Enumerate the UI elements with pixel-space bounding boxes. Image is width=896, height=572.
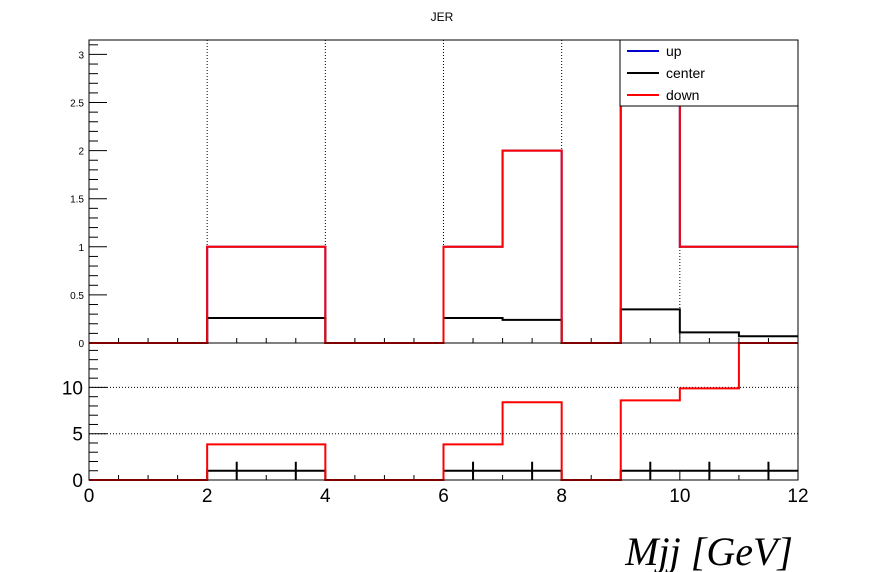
bottom-grid <box>89 386 798 435</box>
x-tick-label-3: 6 <box>438 486 449 507</box>
bottom-y-tick-label-0: 0 <box>72 471 83 492</box>
x-tick-label-2: 4 <box>320 486 331 507</box>
top-y-tick-label-1: 0.5 <box>70 291 84 302</box>
bottom-series-line-1 <box>89 342 798 481</box>
x-tick-label-1: 2 <box>202 486 213 507</box>
bottom-series <box>89 342 798 481</box>
x-tick-label-6: 12 <box>787 486 808 507</box>
bottom-y-axis: 0 5 10 <box>62 349 107 492</box>
x-tick-label-4: 8 <box>556 486 567 507</box>
bottom-frame <box>88 342 799 481</box>
chart-title: JER <box>431 10 454 24</box>
bottom-y-tick-label-1: 5 <box>72 425 83 446</box>
bottom-y-tick-label-2: 10 <box>62 378 83 399</box>
x-axis: 0 2 4 6 8 10 12 <box>84 470 809 507</box>
x-axis-label: Mjj [GeV] <box>624 529 793 572</box>
series-line-center <box>89 308 798 344</box>
top-y-tick-label-6: 3 <box>78 50 84 61</box>
legend-center-label: center <box>666 65 705 81</box>
top-y-tick-label-0: 0 <box>78 339 84 350</box>
top-y-tick-label-3: 1.5 <box>70 195 84 206</box>
legend-up-label: up <box>666 43 682 59</box>
top-y-tick-label-5: 2.5 <box>70 99 84 110</box>
x-tick-label-0: 0 <box>84 486 95 507</box>
top-y-axis: 0 0.5 1 1.5 2 2.5 3 <box>70 44 107 350</box>
x-tick-label-5: 10 <box>669 486 690 507</box>
top-y-tick-label-4: 2 <box>78 147 84 158</box>
bottom-panel: 0 5 10 0 2 4 6 8 10 12 <box>62 342 809 507</box>
top-y-tick-label-2: 1 <box>78 243 84 254</box>
legend-down-label: down <box>666 87 699 103</box>
bottom-error-bars <box>235 461 770 480</box>
legend: up center down <box>619 39 799 107</box>
